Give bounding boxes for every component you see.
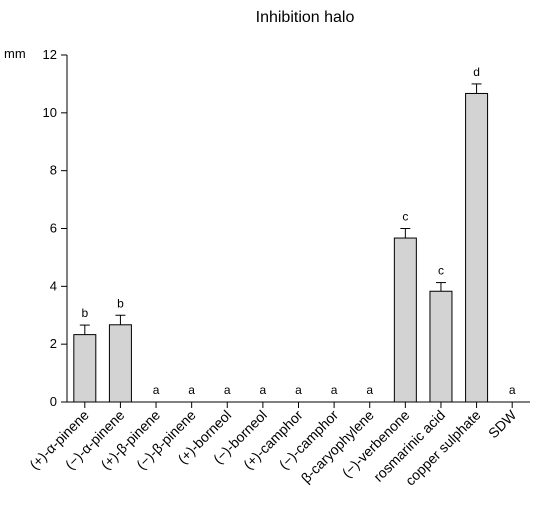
significance-letter: c	[402, 210, 408, 224]
bar	[393, 237, 417, 403]
significance-letter: a	[188, 383, 195, 397]
bar	[429, 290, 453, 403]
x-tick-label: SDW	[485, 406, 520, 441]
bar	[465, 92, 489, 403]
bar	[73, 334, 97, 403]
significance-letter: b	[117, 296, 124, 310]
significance-letter: a	[509, 383, 516, 397]
significance-letter: a	[366, 383, 373, 397]
y-tick-label: 8	[50, 163, 57, 178]
y-tick-label: 2	[50, 336, 57, 351]
significance-letter: a	[331, 383, 338, 397]
plot-area: 024681012b(+)-α-pineneb(−)-α-pinenea(+)-…	[26, 47, 530, 489]
significance-letter: c	[438, 264, 444, 278]
significance-letter: a	[295, 383, 302, 397]
y-tick-label: 12	[43, 47, 57, 62]
y-tick-label: 6	[50, 221, 57, 236]
y-tick-label: 0	[50, 394, 57, 409]
significance-letter: a	[153, 383, 160, 397]
bar	[108, 324, 132, 403]
significance-letter: b	[81, 306, 88, 320]
significance-letter: d	[473, 65, 480, 79]
significance-letter: a	[260, 383, 267, 397]
chart-title: Inhibition halo	[256, 9, 355, 26]
y-axis-label: mm	[4, 46, 26, 61]
significance-letter: a	[224, 383, 231, 397]
y-tick-label: 10	[43, 105, 57, 120]
y-tick-label: 4	[50, 278, 57, 293]
